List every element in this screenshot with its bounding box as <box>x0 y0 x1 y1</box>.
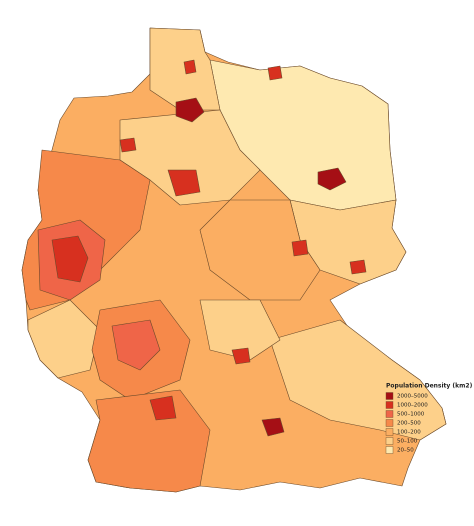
city-rostock <box>267 65 283 81</box>
city-kiel <box>183 59 197 75</box>
region <box>51 235 89 283</box>
legend-label: 50–100 <box>397 439 418 445</box>
legend-label: 100–200 <box>397 430 421 436</box>
legend-label: 200–500 <box>397 421 421 427</box>
city-dresden <box>349 259 367 275</box>
city-stuttgart <box>149 395 177 421</box>
legend-label: 2000–5000 <box>397 394 428 400</box>
region <box>199 299 281 361</box>
legend-swatch <box>385 428 394 436</box>
city-hamburg <box>175 97 205 123</box>
region <box>269 319 447 441</box>
legend-swatch <box>385 410 394 418</box>
city-hannover <box>167 169 201 197</box>
legend-swatch <box>385 401 394 409</box>
legend-label: 1000–2000 <box>397 403 428 409</box>
city-nuremberg <box>231 347 251 365</box>
region <box>111 319 161 371</box>
legend-swatch <box>385 437 394 445</box>
legend: Population Density (km2) 2000–5000 1000–2… <box>385 383 473 454</box>
legend-swatch <box>385 419 394 427</box>
germany-map <box>21 27 447 493</box>
city-bremen <box>119 137 137 153</box>
region <box>87 389 211 493</box>
city-berlin <box>317 167 347 191</box>
legend-swatch <box>385 446 394 454</box>
cities <box>119 59 367 437</box>
region <box>27 299 101 379</box>
city-munich <box>261 417 285 437</box>
legend-title: Population Density (km2) <box>386 383 473 390</box>
legend-label: 500–1000 <box>397 412 425 418</box>
legend-label: 20–50 <box>397 448 414 454</box>
region <box>199 199 321 301</box>
legend-swatch <box>385 392 394 400</box>
city-leipzig <box>291 239 309 257</box>
